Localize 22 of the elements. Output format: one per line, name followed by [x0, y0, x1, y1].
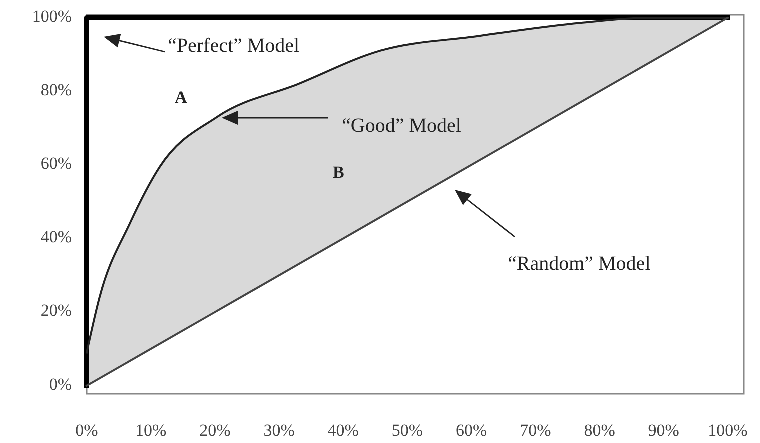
x-tick-label: 0%: [76, 421, 98, 440]
x-tick-label: 50%: [392, 421, 424, 440]
x-tick-label: 10%: [136, 421, 167, 440]
annotation: “Perfect” Model: [168, 35, 300, 57]
annotation: “Good” Model: [342, 115, 462, 137]
y-tick-label: 100%: [32, 6, 72, 26]
y-tick-label: 40%: [40, 228, 72, 247]
x-tick-label: 30%: [264, 421, 295, 440]
x-tick-label: 40%: [328, 421, 359, 440]
x-tick-label: 20%: [200, 421, 231, 440]
y-tick-label: 0%: [49, 374, 72, 394]
x-tick-label: 70%: [520, 421, 552, 440]
x-tick-label: 60%: [456, 421, 488, 440]
y-tick-label: 20%: [40, 301, 72, 320]
x-tick-label: 90%: [648, 421, 680, 440]
x-tick-label: 80%: [584, 421, 616, 440]
y-tick-label: 60%: [40, 154, 72, 174]
annotation: B: [333, 163, 344, 182]
annotation: A: [175, 88, 188, 107]
y-tick-label: 80%: [40, 80, 72, 100]
annotation: “Random” Model: [508, 253, 652, 275]
x-tick-label: 100%: [708, 421, 748, 440]
